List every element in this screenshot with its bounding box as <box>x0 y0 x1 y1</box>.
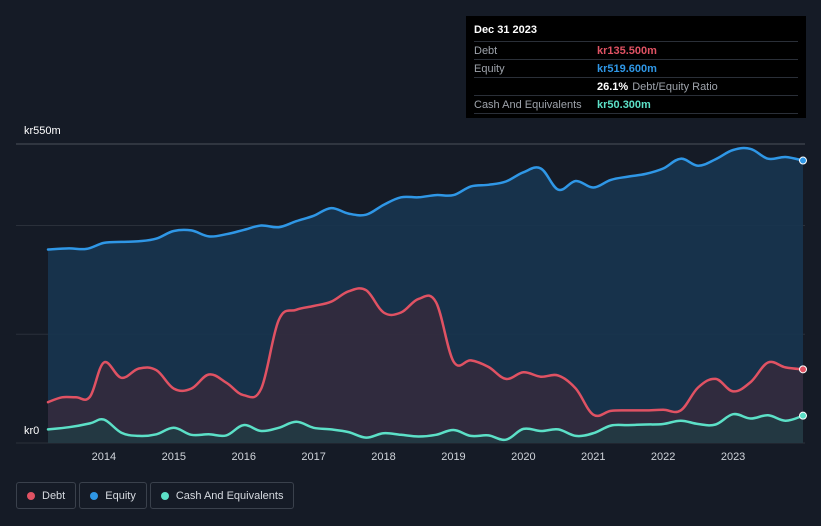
data-tooltip: Dec 31 2023 Debt kr135.500m Equity kr519… <box>466 16 806 118</box>
legend-item-equity[interactable]: Equity <box>79 482 147 509</box>
equity-end-marker <box>799 156 807 165</box>
x-tick-label: 2018 <box>371 451 396 463</box>
cash-end-marker <box>799 411 807 420</box>
tooltip-ratio-label: Debt/Equity Ratio <box>632 80 718 93</box>
x-tick-label: 2017 <box>301 451 326 463</box>
x-tick-label: 2022 <box>650 451 676 463</box>
x-tick-label: 2014 <box>91 451 117 463</box>
legend-item-debt[interactable]: Debt <box>16 482 77 509</box>
equity-line <box>46 146 805 251</box>
chart-legend: Debt Equity Cash And Equivalents <box>16 482 297 509</box>
tooltip-row-equity: Equity kr519.600m <box>474 59 798 77</box>
tooltip-row-ratio: 26.1% Debt/Equity Ratio <box>474 77 798 95</box>
legend-label-cash: Cash And Equivalents <box>175 489 284 502</box>
tooltip-debt-label: Debt <box>474 44 498 57</box>
x-tick-label: 2020 <box>511 451 536 463</box>
x-tick-label: 2023 <box>720 451 746 463</box>
cash-line <box>46 412 805 442</box>
tooltip-cash-value: kr50.300m <box>597 98 651 111</box>
debt-end-marker <box>799 365 807 374</box>
tooltip-debt-value: kr135.500m <box>597 44 657 57</box>
x-tick-label: 2021 <box>581 451 606 463</box>
x-tick-label: 2016 <box>231 451 256 463</box>
tooltip-equity-label: Equity <box>474 62 505 75</box>
tooltip-row-debt: Debt kr135.500m <box>474 41 798 59</box>
cash-dot-icon <box>160 491 169 500</box>
debt-area <box>48 288 803 443</box>
debt-line <box>46 287 805 418</box>
tooltip-date: Dec 31 2023 <box>474 24 537 36</box>
debt-dot-icon <box>27 491 35 500</box>
y-axis-top-label: kr550m <box>24 125 61 137</box>
tooltip-ratio-value: 26.1% <box>597 80 629 93</box>
legend-label-equity: Equity <box>105 489 136 502</box>
legend-label-debt: Debt <box>42 489 66 502</box>
cash-area <box>48 414 803 443</box>
equity-dot-icon <box>90 491 99 500</box>
x-tick-label: 2019 <box>441 451 466 463</box>
x-tick-label: 2015 <box>161 451 187 463</box>
legend-item-cash[interactable]: Cash And Equivalents <box>149 482 295 509</box>
tooltip-equity-value: kr519.600m <box>597 62 657 75</box>
tooltip-row-cash: Cash And Equivalents kr50.300m <box>474 95 798 114</box>
y-axis-bottom-label: kr0 <box>24 425 40 437</box>
tooltip-cash-label: Cash And Equivalents <box>474 98 582 111</box>
